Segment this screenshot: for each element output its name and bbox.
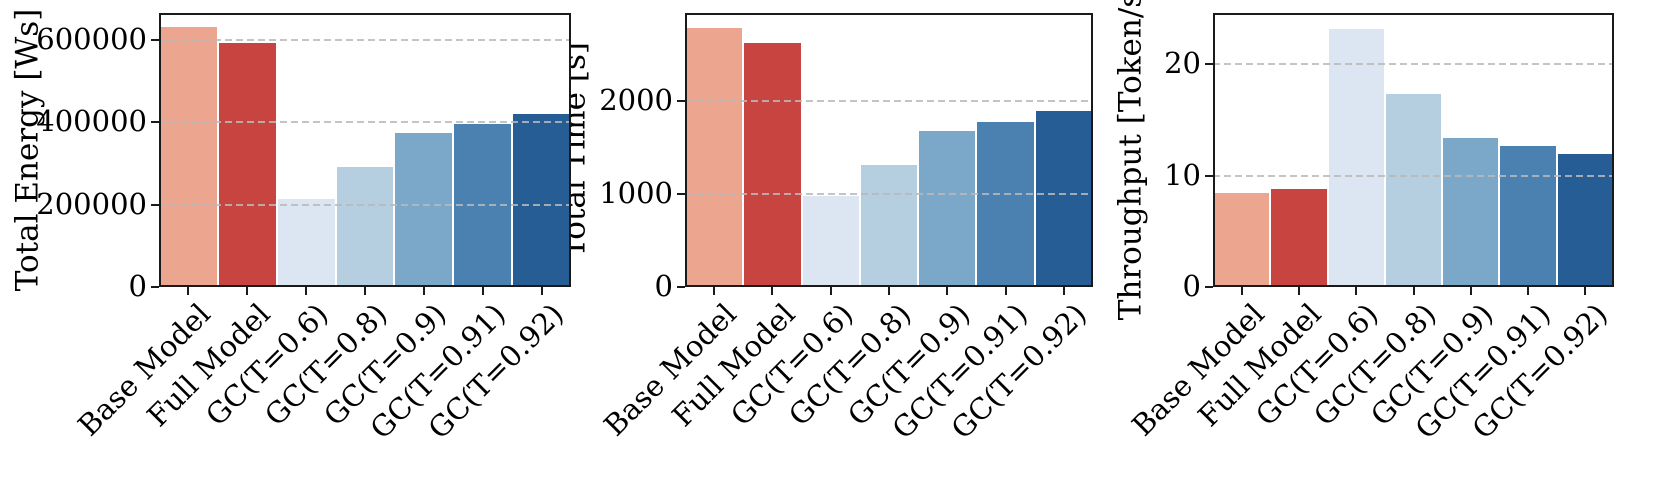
bar-base-model [1214,193,1270,287]
bar-gc-t-0.8 [860,165,918,287]
y-tick-mark [151,121,159,124]
bar-gc-t-0.8 [336,167,394,287]
y-tick-label: 2000 [599,83,673,118]
y-tick-mark [151,203,159,206]
y-tick-label: 400000 [36,104,147,139]
bar-gc-t-0.9 [1443,137,1499,287]
y-tick-label: 200000 [36,186,147,221]
bar-gc-t-0.9 [395,133,453,287]
y-tick-label: 20 [1164,46,1201,81]
y-tick-label: 1000 [599,176,673,211]
x-tick-mark [1062,287,1065,295]
y-tick-mark [151,38,159,41]
bar-gc-t-0.6 [1328,28,1384,287]
x-tick-mark [713,287,716,295]
bar-gc-t-0.9 [919,130,976,287]
bar-gc-t-0.91 [977,121,1034,287]
y-tick-label: 10 [1164,157,1201,192]
x-tick-mark [1469,287,1472,295]
bar-base-model [686,27,743,287]
y-tick-mark [677,193,685,196]
x-tick-mark [422,287,425,295]
x-tick-mark [246,287,249,295]
x-tick-mark [1355,287,1358,295]
y-tick-mark [1205,63,1213,66]
y-tick-label: 0 [1182,268,1201,303]
x-tick-mark [540,287,543,295]
y-tick-label: 0 [654,268,673,303]
bar-gc-t-0.92 [1035,111,1092,287]
y-tick-mark [1205,286,1213,288]
x-tick-mark [888,287,890,295]
bar-gc-t-0.92 [1557,154,1613,287]
x-tick-mark [771,287,774,295]
bar-full-model [744,42,801,287]
bar-full-model [218,42,276,287]
plot-area-total-time [685,13,1093,287]
x-tick-mark [1297,287,1300,295]
bar-gc-t-0.92 [513,113,570,287]
bar-base-model [160,27,217,287]
x-tick-mark [829,287,832,295]
x-tick-mark [1584,287,1587,295]
bar-gc-t-0.91 [454,124,512,287]
x-tick-mark [1527,287,1530,295]
y-tick-mark [1205,174,1213,177]
y-tick-label: 0 [128,268,147,303]
plot-area-throughput [1213,13,1614,287]
x-tick-mark [946,287,949,295]
gridline-y-20 [1213,63,1614,66]
y-tick-mark [677,100,685,103]
y-tick-mark [151,286,159,288]
bar-gc-t-0.8 [1385,94,1442,287]
bar-gc-t-0.91 [1500,145,1556,287]
bar-gc-t-0.6 [277,198,335,287]
x-tick-mark [187,287,190,295]
x-tick-mark [1412,287,1415,295]
y-axis-label-throughput: Throughput [Token/s] [1112,0,1149,321]
x-tick-mark [1004,287,1007,295]
x-tick-mark [305,287,308,295]
y-tick-mark [677,286,685,288]
bar-gc-t-0.6 [802,196,859,287]
gridline-y-600000 [159,38,571,41]
x-tick-mark [1240,287,1243,295]
bar-full-model [1271,188,1327,287]
y-tick-label: 600000 [36,21,147,56]
x-tick-mark [481,287,484,295]
x-tick-mark [364,287,366,295]
plot-area-total-energy [159,13,571,287]
